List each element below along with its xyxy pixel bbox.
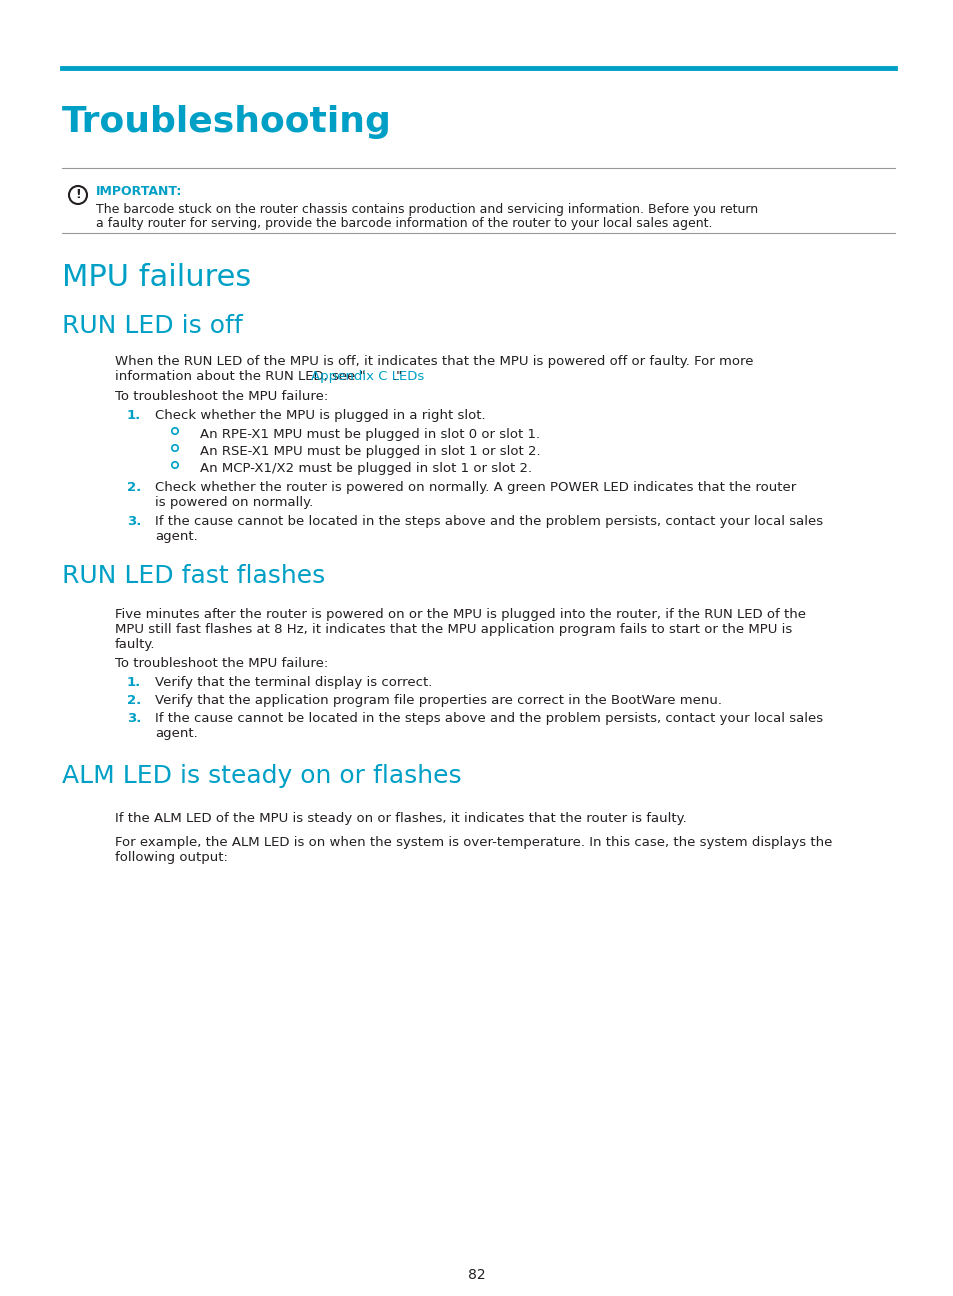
Text: Appendix C LEDs: Appendix C LEDs bbox=[311, 369, 424, 384]
Text: Check whether the router is powered on normally. A green POWER LED indicates tha: Check whether the router is powered on n… bbox=[154, 481, 796, 494]
Text: When the RUN LED of the MPU is off, it indicates that the MPU is powered off or : When the RUN LED of the MPU is off, it i… bbox=[115, 355, 753, 368]
Text: To troubleshoot the MPU failure:: To troubleshoot the MPU failure: bbox=[115, 390, 328, 403]
Text: agent.: agent. bbox=[154, 727, 197, 740]
Text: following output:: following output: bbox=[115, 851, 228, 864]
Text: 2.: 2. bbox=[127, 693, 141, 708]
Text: !: ! bbox=[75, 188, 81, 201]
Text: Verify that the terminal display is correct.: Verify that the terminal display is corr… bbox=[154, 677, 432, 689]
Text: 1.: 1. bbox=[127, 677, 141, 689]
Text: If the cause cannot be located in the steps above and the problem persists, cont: If the cause cannot be located in the st… bbox=[154, 515, 822, 527]
Text: a faulty router for serving, provide the barcode information of the router to yo: a faulty router for serving, provide the… bbox=[96, 216, 712, 229]
Text: RUN LED is off: RUN LED is off bbox=[62, 314, 242, 338]
Text: .": ." bbox=[393, 369, 403, 384]
Text: An RSE-X1 MPU must be plugged in slot 1 or slot 2.: An RSE-X1 MPU must be plugged in slot 1 … bbox=[200, 445, 540, 457]
Text: RUN LED fast flashes: RUN LED fast flashes bbox=[62, 564, 325, 588]
Text: MPU failures: MPU failures bbox=[62, 263, 251, 292]
Text: 3.: 3. bbox=[127, 515, 141, 527]
Text: For example, the ALM LED is on when the system is over-temperature. In this case: For example, the ALM LED is on when the … bbox=[115, 836, 832, 849]
Text: ALM LED is steady on or flashes: ALM LED is steady on or flashes bbox=[62, 765, 461, 788]
Text: 1.: 1. bbox=[127, 410, 141, 422]
Text: If the ALM LED of the MPU is steady on or flashes, it indicates that the router : If the ALM LED of the MPU is steady on o… bbox=[115, 813, 686, 826]
Text: 82: 82 bbox=[468, 1267, 485, 1282]
Text: agent.: agent. bbox=[154, 530, 197, 543]
Text: faulty.: faulty. bbox=[115, 638, 155, 651]
Text: To troubleshoot the MPU failure:: To troubleshoot the MPU failure: bbox=[115, 657, 328, 670]
Text: Five minutes after the router is powered on or the MPU is plugged into the route: Five minutes after the router is powered… bbox=[115, 608, 805, 621]
Text: 2.: 2. bbox=[127, 481, 141, 494]
Text: If the cause cannot be located in the steps above and the problem persists, cont: If the cause cannot be located in the st… bbox=[154, 712, 822, 724]
Text: is powered on normally.: is powered on normally. bbox=[154, 496, 313, 509]
Text: An RPE-X1 MPU must be plugged in slot 0 or slot 1.: An RPE-X1 MPU must be plugged in slot 0 … bbox=[200, 428, 539, 441]
Text: MPU still fast flashes at 8 Hz, it indicates that the MPU application program fa: MPU still fast flashes at 8 Hz, it indic… bbox=[115, 623, 791, 636]
Text: information about the RUN LED, see ": information about the RUN LED, see " bbox=[115, 369, 365, 384]
Text: IMPORTANT:: IMPORTANT: bbox=[96, 185, 182, 198]
Text: 3.: 3. bbox=[127, 712, 141, 724]
Text: Check whether the MPU is plugged in a right slot.: Check whether the MPU is plugged in a ri… bbox=[154, 410, 485, 422]
Text: Troubleshooting: Troubleshooting bbox=[62, 105, 392, 139]
Text: Verify that the application program file properties are correct in the BootWare : Verify that the application program file… bbox=[154, 693, 721, 708]
Text: An MCP-X1/X2 must be plugged in slot 1 or slot 2.: An MCP-X1/X2 must be plugged in slot 1 o… bbox=[200, 461, 532, 476]
Text: The barcode stuck on the router chassis contains production and servicing inform: The barcode stuck on the router chassis … bbox=[96, 203, 758, 216]
